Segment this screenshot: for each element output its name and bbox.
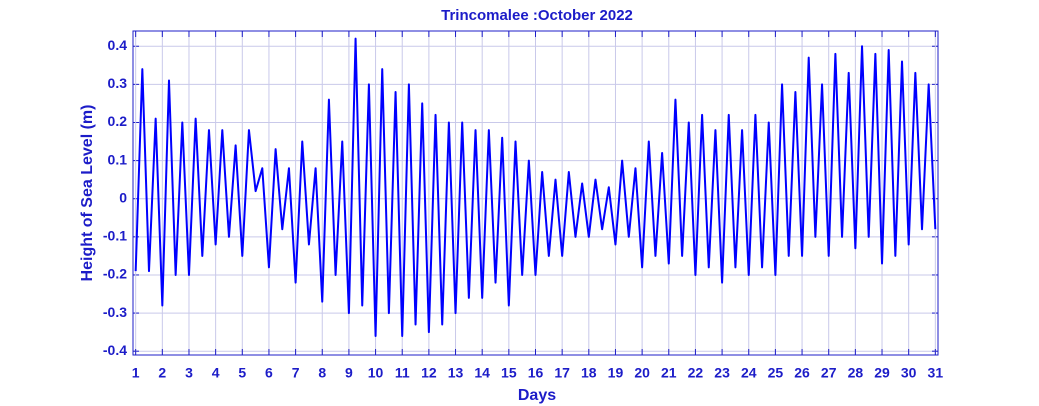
x-tick-label: 27: [821, 365, 837, 381]
x-tick-label: 2: [158, 365, 166, 381]
x-tick-label: 9: [345, 365, 353, 381]
x-tick-label: 3: [185, 365, 193, 381]
x-tick-label: 20: [634, 365, 650, 381]
x-tick-label: 23: [714, 365, 730, 381]
x-tick-label: 12: [421, 365, 437, 381]
x-tick-label: 25: [768, 365, 784, 381]
x-tick-label: 4: [212, 365, 220, 381]
x-tick-label: 10: [368, 365, 384, 381]
x-tick-label: 6: [265, 365, 273, 381]
y-tick-label: 0: [119, 189, 127, 205]
y-tick-label: 0.2: [108, 113, 128, 129]
x-tick-label: 18: [581, 365, 597, 381]
x-tick-label: 19: [608, 365, 624, 381]
x-tick-label: 13: [448, 365, 464, 381]
x-tick-label: 11: [395, 365, 410, 381]
x-axis-label: Days: [518, 387, 556, 404]
x-tick-label: 22: [688, 365, 704, 381]
x-tick-label: 17: [554, 365, 570, 381]
y-tick-label: -0.4: [103, 342, 127, 358]
y-tick-label: 0.3: [108, 75, 128, 91]
x-tick-label: 30: [901, 365, 917, 381]
x-tick-label: 5: [238, 365, 246, 381]
y-tick-label: 0.4: [108, 37, 128, 53]
y-tick-label: 0.1: [108, 151, 128, 167]
x-tick-label: 15: [501, 365, 517, 381]
x-tick-label: 21: [661, 365, 677, 381]
sea-level-line: [134, 37, 937, 337]
x-tick-label: 7: [292, 365, 300, 381]
y-tick-label: -0.1: [103, 228, 127, 244]
x-tick-label: 8: [318, 365, 326, 381]
y-tick-label: -0.2: [103, 266, 127, 282]
x-tick-label: 14: [474, 365, 490, 381]
chart-title: Trincomalee :October 2022: [441, 7, 633, 24]
x-tick-label: 28: [848, 365, 864, 381]
y-axis-label: Height of Sea Level (m): [79, 105, 96, 282]
x-tick-label: 26: [794, 365, 810, 381]
x-tick-label: 1: [132, 365, 140, 381]
y-tick-label: -0.3: [103, 304, 127, 320]
x-tick-label: 29: [874, 365, 890, 381]
x-tick-label: 31: [928, 365, 944, 381]
x-tick-label: 16: [528, 365, 544, 381]
x-tick-label: 24: [741, 365, 757, 381]
plot-frame: [132, 30, 939, 356]
